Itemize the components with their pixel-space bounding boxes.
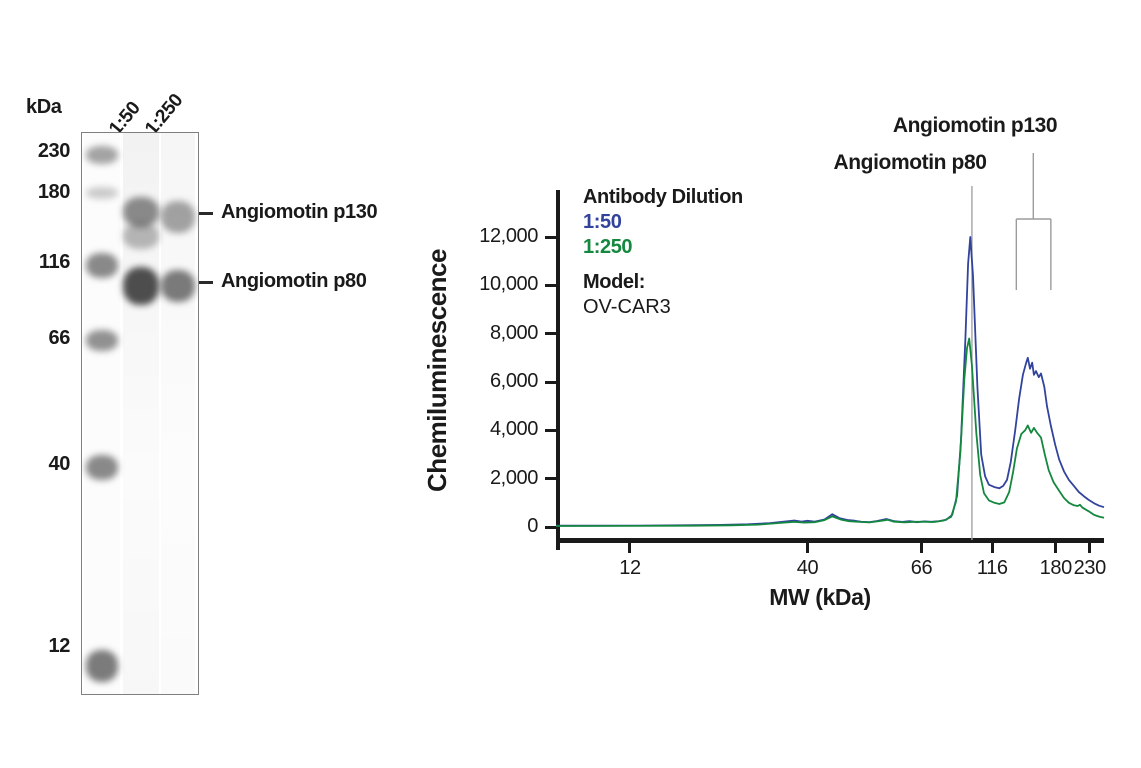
y-tick-label: 0	[527, 515, 538, 537]
y-tick-label: 2,000	[489, 466, 538, 489]
mw-marker-230: 230	[37, 140, 71, 162]
mw-marker-66: 66	[48, 327, 71, 349]
blot-image	[81, 132, 199, 695]
protein-band	[86, 650, 118, 682]
legend-entry-1-50: 1:50	[583, 211, 622, 233]
legend-title: Antibody Dilution	[583, 186, 743, 208]
ladder-lane	[84, 133, 120, 694]
x-tick	[1088, 543, 1092, 553]
protein-band	[123, 223, 159, 249]
y-tick-label: 4,000	[489, 418, 538, 441]
series-1:250	[556, 337, 1105, 527]
x-tick-label: 12	[619, 557, 641, 579]
protein-band	[86, 253, 118, 278]
pointer-dash-p130	[199, 212, 213, 215]
y-tick	[545, 525, 557, 529]
x-axis-line	[556, 538, 1104, 543]
model-label: Model:	[583, 271, 646, 293]
y-tick	[545, 283, 557, 287]
pointer-dash-p80	[199, 281, 213, 284]
y-axis-line	[556, 190, 560, 550]
kda-unit-label: kDa	[26, 96, 62, 118]
protein-band	[161, 201, 195, 233]
y-tick	[545, 428, 557, 432]
mw-marker-12: 12	[48, 635, 71, 657]
y-tick	[545, 477, 557, 481]
y-tick-label: 12,000	[479, 225, 538, 247]
protein-band	[86, 330, 118, 351]
mw-marker-180: 180	[37, 181, 71, 203]
x-tick-label: 230	[1073, 557, 1107, 579]
mw-marker-116: 116	[38, 251, 70, 273]
x-tick	[920, 543, 924, 553]
chart-legend: Antibody Dilution 1:50 1:250 Model: OV-C…	[583, 185, 743, 320]
protein-band	[123, 267, 159, 305]
y-tick	[545, 332, 557, 336]
x-tick	[628, 543, 632, 553]
y-tick-label: 8,000	[489, 321, 538, 344]
peak-annotation-p80: Angiomotin p80	[833, 151, 987, 174]
blot-annotation-p130: Angiomotin p130	[221, 201, 378, 223]
y-tick	[545, 380, 557, 384]
y-tick	[545, 235, 557, 239]
x-tick	[806, 543, 810, 553]
series-1:50	[556, 236, 1105, 527]
mw-marker-40: 40	[48, 453, 71, 475]
protein-band	[123, 197, 159, 227]
protein-band	[86, 455, 118, 480]
x-tick	[1054, 543, 1058, 553]
peak-annotation-p130: Angiomotin p130	[892, 114, 1058, 137]
protein-band	[86, 187, 118, 199]
y-tick-label: 6,000	[489, 370, 538, 392]
y-tick-label: 10,000	[479, 273, 538, 296]
model-value: OV-CAR3	[583, 296, 671, 318]
x-tick-label: 116	[976, 557, 1008, 579]
sample-lane-1-250	[161, 133, 195, 694]
chromatogram-plot	[556, 153, 1105, 540]
x-tick-label: 66	[910, 557, 933, 579]
x-tick-label: 180	[1039, 557, 1073, 579]
x-axis-title: MW (kDa)	[769, 584, 871, 610]
x-tick	[990, 543, 994, 553]
x-tick-label: 40	[796, 557, 819, 579]
legend-entry-1-250: 1:250	[583, 236, 633, 258]
blot-annotation-p80: Angiomotin p80	[221, 270, 367, 292]
protein-band	[86, 146, 118, 164]
protein-band	[161, 270, 195, 302]
